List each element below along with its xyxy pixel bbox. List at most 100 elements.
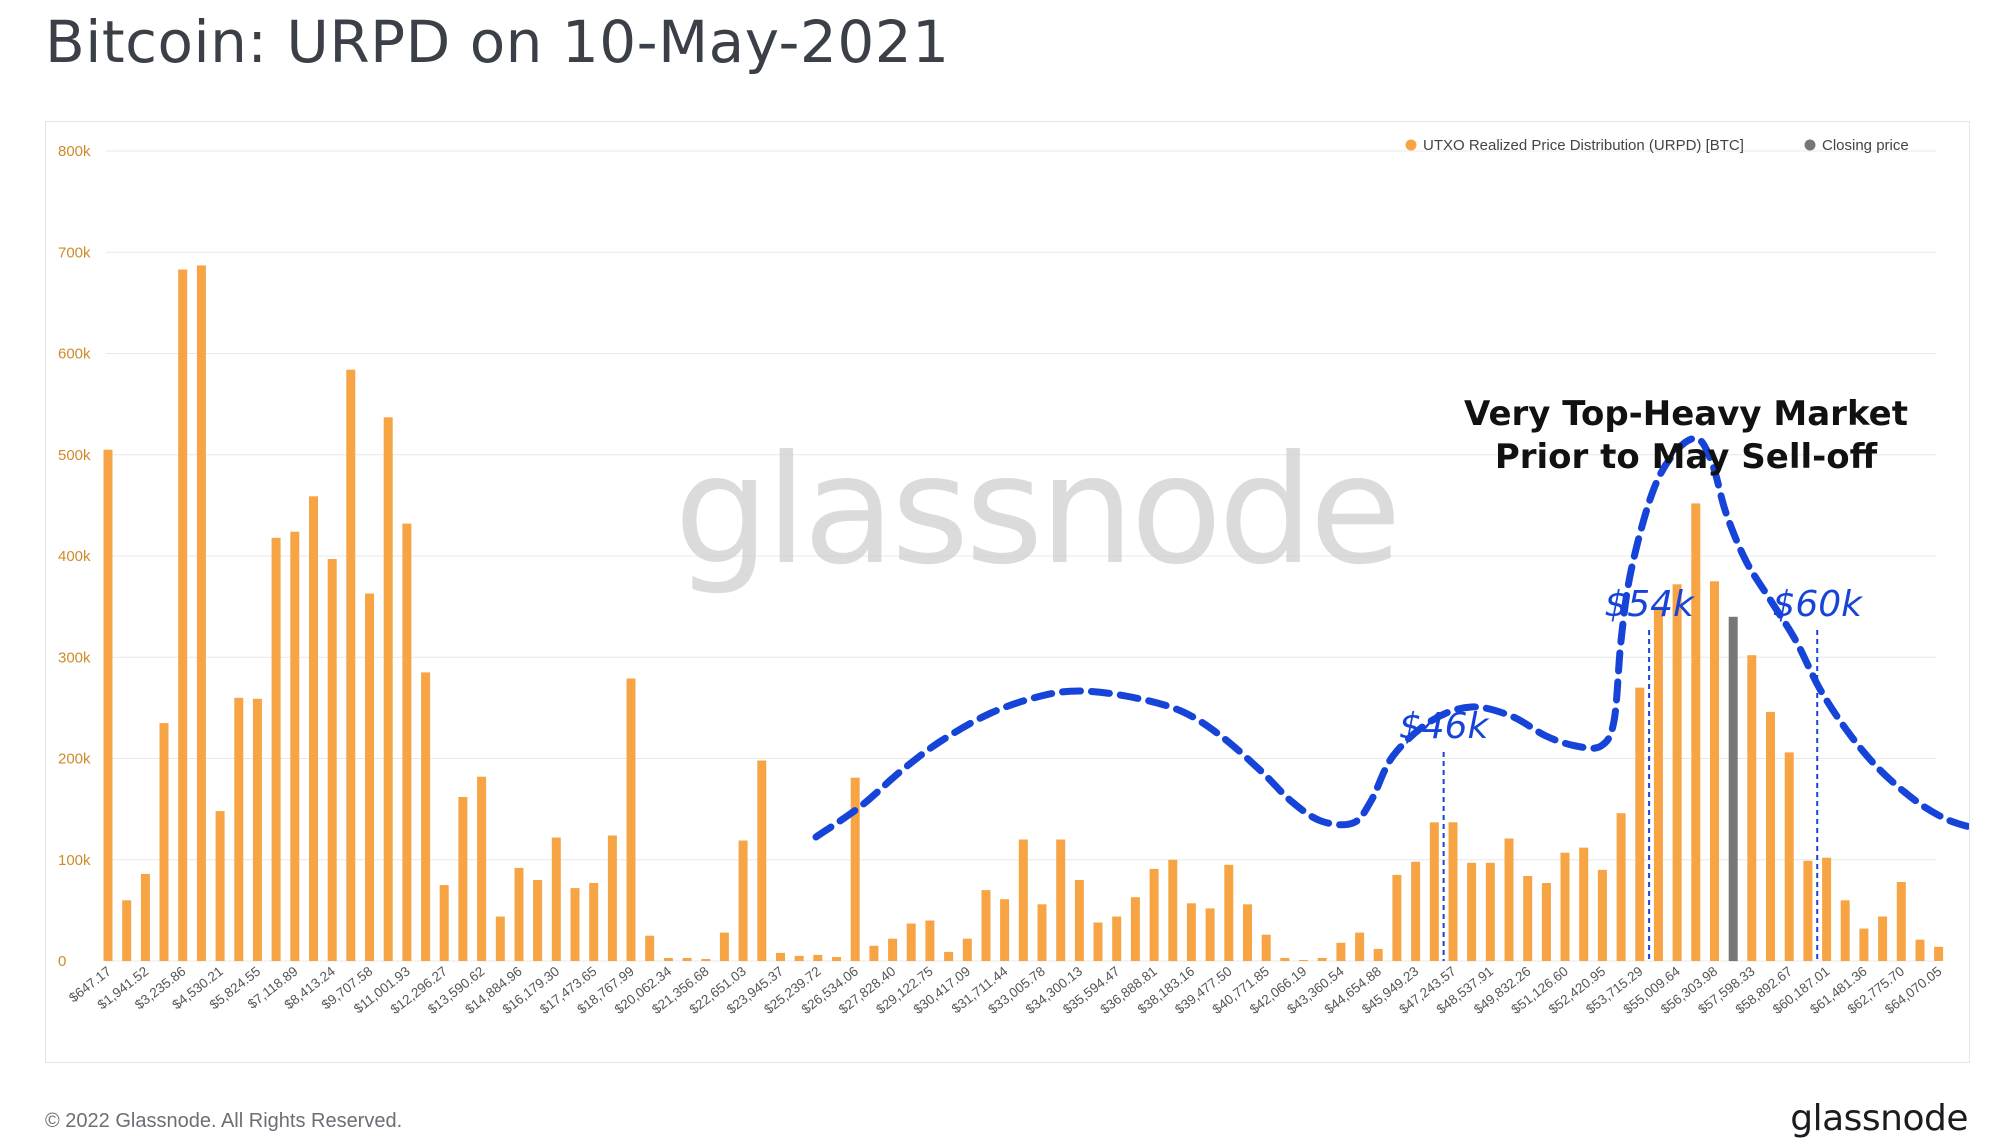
urpd-bar (309, 496, 318, 961)
y-tick-label: 100k (58, 852, 91, 869)
urpd-bar (439, 885, 449, 961)
urpd-bar (626, 678, 636, 961)
urpd-bar (1000, 899, 1010, 961)
urpd-bar (1878, 916, 1888, 961)
urpd-bar (215, 811, 225, 961)
urpd-bar (645, 935, 655, 961)
urpd-bar (944, 951, 954, 961)
urpd-bar (290, 531, 300, 961)
urpd-bar (1859, 928, 1869, 961)
urpd-bar (514, 867, 524, 961)
y-tick-label: 200k (58, 751, 91, 768)
urpd-bar (1541, 883, 1551, 961)
urpd-bar (925, 920, 935, 961)
urpd-bar (719, 932, 729, 961)
urpd-bar (906, 923, 916, 961)
urpd-bar (1653, 606, 1663, 961)
urpd-bar (738, 840, 748, 961)
urpd-bar (402, 523, 412, 961)
urpd-bar (1186, 903, 1196, 961)
urpd-bar (1560, 852, 1570, 961)
page-title: Bitcoin: URPD on 10-May-2021 (45, 8, 950, 76)
urpd-bar (346, 369, 356, 961)
urpd-bar (1299, 960, 1308, 961)
y-tick-label: 400k (58, 548, 91, 565)
urpd-bar (1448, 822, 1458, 961)
urpd-bar (607, 835, 617, 961)
urpd-bar (813, 954, 823, 961)
urpd-bar (1747, 655, 1757, 961)
urpd-bar (196, 265, 206, 961)
urpd-bar (1766, 711, 1775, 961)
urpd-bar (794, 955, 804, 961)
urpd-bar (1317, 958, 1327, 961)
urpd-bar (776, 952, 785, 961)
legend-label: UTXO Realized Price Distribution (URPD) … (1423, 137, 1744, 154)
urpd-bar (1691, 503, 1701, 961)
urpd-bar (1149, 868, 1159, 961)
urpd-bar (159, 723, 169, 961)
watermark: glassnode (674, 424, 1397, 598)
y-tick-label: 0 (58, 953, 66, 970)
price-marker-label: $54k (1604, 584, 1696, 625)
urpd-bar (533, 880, 543, 961)
urpd-bar (495, 916, 505, 961)
urpd-bar (757, 760, 767, 961)
urpd-bar (570, 888, 580, 961)
urpd-bar (1710, 581, 1719, 961)
urpd-bar (140, 873, 150, 961)
urpd-bar (1672, 584, 1682, 961)
closing-price-legend-dot (1804, 139, 1816, 151)
urpd-bar (1822, 857, 1832, 961)
y-tick-label: 700k (58, 244, 91, 261)
urpd-bar (365, 593, 374, 961)
urpd-bar (962, 938, 972, 961)
y-tick-label: 600k (58, 346, 91, 363)
urpd-bar (850, 777, 860, 961)
urpd-bar (1411, 861, 1421, 961)
urpd-bar (589, 883, 599, 961)
urpd-bar (1037, 904, 1047, 961)
y-tick-label: 800k (58, 143, 91, 160)
urpd-bar (1784, 752, 1794, 961)
urpd-bar-chart: 0 100k 200k 300k 400k 500k 600k 700k 800k glassno… (58, 137, 1969, 1017)
urpd-bar (1074, 880, 1084, 961)
chart-panel: 0 100k 200k 300k 400k 500k 600k 700k 800k glassno… (45, 121, 1970, 1063)
urpd-bar (1579, 847, 1589, 961)
urpd-bar (1803, 860, 1813, 961)
urpd-bar (869, 945, 879, 961)
urpd-bar (1056, 839, 1066, 961)
urpd-bar (103, 449, 113, 961)
price-marker-label: $46k (1399, 706, 1491, 747)
urpd-bar (1392, 874, 1402, 961)
urpd-bar (1018, 839, 1028, 961)
urpd-bar (1373, 948, 1383, 961)
urpd-bar (271, 537, 281, 961)
urpd-bar (1168, 859, 1178, 962)
urpd-bar (122, 900, 132, 962)
glassnode-logo: glassnode (1790, 1098, 1968, 1139)
urpd-bar (421, 672, 431, 961)
urpd-bar (1504, 838, 1514, 961)
urpd-bar (1280, 958, 1290, 961)
urpd-bar (1093, 922, 1103, 961)
urpd-bar (1261, 934, 1271, 961)
urpd-bar (1336, 942, 1346, 961)
y-tick-label: 500k (58, 447, 91, 464)
urpd-bar (682, 958, 692, 961)
urpd-bar (1616, 813, 1626, 961)
urpd-bar (1467, 862, 1477, 961)
urpd-bar (234, 697, 244, 962)
urpd-bar (1112, 916, 1122, 961)
urpd-bar (178, 269, 188, 961)
urpd-bar (832, 957, 841, 961)
urpd-legend-dot (1405, 139, 1417, 151)
urpd-bar (663, 958, 673, 961)
urpd-bar (1635, 687, 1645, 961)
urpd-bar (1243, 904, 1252, 961)
urpd-bar (701, 959, 711, 961)
closing-price-bar (1728, 616, 1738, 962)
legend-label: Closing price (1822, 137, 1909, 154)
urpd-bar (1485, 862, 1495, 961)
urpd-bar (888, 938, 898, 961)
